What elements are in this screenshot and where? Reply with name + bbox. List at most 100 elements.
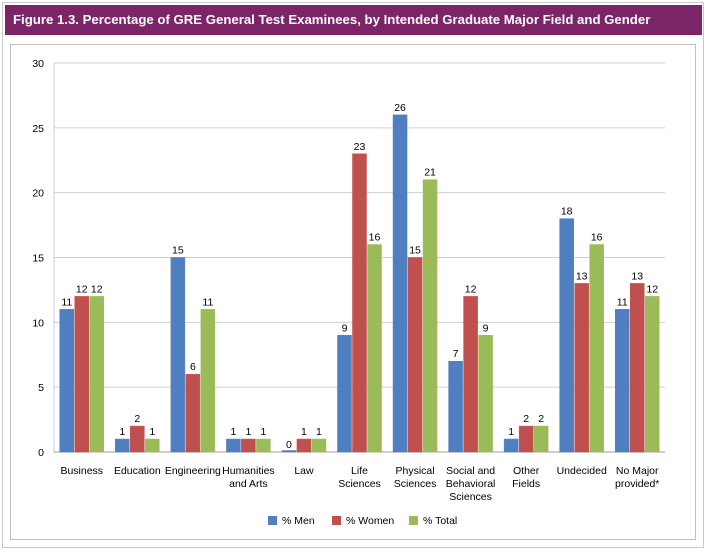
- data-label: 1: [245, 426, 251, 438]
- bar: [200, 309, 216, 453]
- bar: [629, 283, 645, 453]
- category-label: Physical: [395, 465, 434, 477]
- y-tick-label: 0: [38, 447, 44, 459]
- data-label: 21: [424, 167, 436, 179]
- data-label: 12: [646, 283, 658, 295]
- bar: [589, 244, 604, 453]
- data-label: 23: [354, 141, 366, 153]
- bar: [478, 335, 493, 453]
- data-label: 1: [149, 426, 155, 438]
- data-label: 1: [230, 426, 236, 438]
- bar: [115, 438, 130, 453]
- data-label: 26: [394, 102, 406, 114]
- chart-panel: [10, 44, 696, 540]
- category-label: Sciences: [394, 478, 437, 490]
- category-label: Undecided: [557, 465, 607, 477]
- bar: [533, 425, 549, 453]
- category-label: Life: [351, 465, 368, 477]
- bar: [367, 244, 382, 453]
- category-label: Sciences: [338, 478, 381, 490]
- category-label: Sciences: [449, 491, 492, 503]
- data-label: 11: [61, 296, 72, 308]
- legend-label: % Women: [346, 515, 394, 527]
- category-label: No Major: [616, 465, 659, 477]
- bar: [337, 335, 352, 453]
- bar: [559, 218, 574, 453]
- bar: [256, 438, 271, 453]
- data-label: 11: [617, 296, 628, 308]
- y-tick-label: 30: [32, 58, 44, 70]
- bar: [614, 309, 630, 453]
- data-label: 2: [134, 413, 140, 425]
- data-label: 1: [301, 426, 307, 438]
- bar: [407, 257, 423, 453]
- bar: [644, 296, 660, 453]
- figure-title: Figure 1.3. Percentage of GRE General Te…: [13, 12, 651, 27]
- legend-label: % Men: [282, 515, 315, 527]
- data-label: 2: [538, 413, 544, 425]
- category-label: Social and: [446, 465, 495, 477]
- data-label: 16: [369, 232, 381, 244]
- legend-swatch: [332, 516, 341, 525]
- category-label: Fields: [512, 478, 540, 490]
- category-label: Humanities: [222, 465, 275, 477]
- bar: [352, 153, 367, 453]
- category-label: Engineering: [165, 465, 221, 477]
- y-tick-label: 15: [32, 253, 44, 265]
- data-label: 1: [508, 426, 514, 438]
- category-label: Education: [114, 465, 161, 477]
- data-label: 1: [260, 426, 266, 438]
- data-label: 13: [631, 270, 643, 282]
- data-label: 11: [202, 296, 213, 308]
- data-label: 1: [119, 426, 125, 438]
- bar: [74, 296, 90, 453]
- bar: [392, 114, 408, 453]
- bar: [226, 438, 241, 453]
- y-tick-label: 25: [32, 123, 44, 135]
- bar: [130, 425, 145, 453]
- data-label: 12: [465, 283, 477, 295]
- legend-label: % Total: [423, 515, 457, 527]
- data-label: 7: [453, 348, 459, 360]
- bar: [170, 257, 186, 453]
- y-tick-label: 20: [32, 188, 44, 200]
- bar: [241, 438, 256, 453]
- y-tick-label: 10: [32, 317, 44, 329]
- category-label: Law: [294, 465, 314, 477]
- data-label: 2: [523, 413, 529, 425]
- data-label: 6: [190, 361, 196, 373]
- data-label: 0: [286, 439, 292, 451]
- figure-title-bar: Figure 1.3. Percentage of GRE General Te…: [5, 5, 702, 35]
- bar: [185, 373, 201, 453]
- data-label: 9: [483, 322, 489, 334]
- bar: [145, 438, 160, 453]
- legend-swatch: [409, 516, 418, 525]
- category-label: and Arts: [229, 478, 268, 490]
- bar: [574, 283, 589, 453]
- category-label: Other: [513, 465, 540, 477]
- data-label: 16: [591, 232, 603, 244]
- category-label: Behavioral: [446, 478, 496, 490]
- bar: [463, 296, 478, 453]
- bar: [448, 360, 463, 453]
- data-label: 18: [561, 206, 573, 218]
- category-label: Business: [60, 465, 103, 477]
- category-label: provided*: [615, 478, 659, 490]
- data-label: 13: [576, 270, 588, 282]
- data-label: 12: [76, 283, 88, 295]
- data-label: 1: [316, 426, 322, 438]
- bar: [422, 179, 438, 453]
- bar: [89, 296, 105, 453]
- legend-swatch: [268, 516, 277, 525]
- data-label: 15: [172, 245, 184, 257]
- data-label: 12: [91, 283, 103, 295]
- bar: [281, 450, 297, 453]
- data-label: 9: [342, 322, 348, 334]
- bar: [518, 425, 534, 453]
- bar: [503, 438, 519, 453]
- y-tick-label: 5: [38, 382, 44, 394]
- bar: [311, 438, 327, 453]
- bar: [296, 438, 312, 453]
- data-label: 15: [409, 245, 421, 257]
